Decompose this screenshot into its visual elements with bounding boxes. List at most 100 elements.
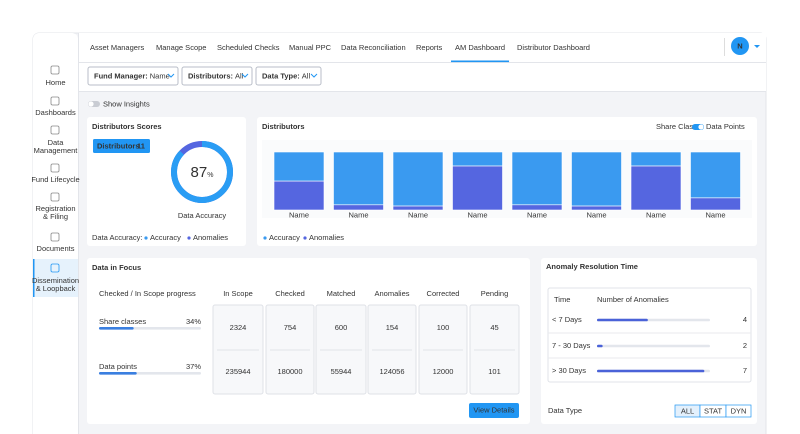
data-type-option[interactable] [725,404,752,418]
sidebar-label[interactable]: Registration [35,204,75,213]
row-count: 4 [743,315,747,324]
column-header: In Scope [223,289,253,298]
progress-value: 37 [186,362,194,371]
nav-tab[interactable]: Asset Managers [90,43,144,52]
chart-title: Distributors [262,122,305,131]
nav-tab[interactable]: Reports [416,43,443,52]
nav-tab[interactable]: Data Reconciliation [341,43,406,52]
legend-label: Anomalies [193,233,228,242]
filter-value: All [235,71,244,80]
sidebar-label[interactable]: Management [34,146,79,155]
sidebar-label[interactable]: Dashboards [35,108,76,117]
avatar[interactable] [731,37,749,55]
view-details-button[interactable] [469,403,519,418]
progress-value: 34 [186,317,194,326]
progress-label: Data points [99,362,137,371]
column-top: 100 [437,323,450,332]
progress-fill [99,372,137,375]
progress-fill [99,327,134,330]
progress-pct: 34% [186,317,201,326]
legend-label: Accuracy [150,233,181,242]
legend-label: Anomalies [309,233,344,242]
sidebar-label[interactable]: Documents [37,244,75,253]
data-type-option-label[interactable]: DYN [731,406,747,415]
sidebar-icon [50,263,60,273]
nav-tab[interactable]: Manual PPC [289,43,332,52]
filter-chevron [241,73,249,78]
avatar-caret [754,45,760,48]
column-header: Anomalies [374,289,409,298]
filter-chevron [310,73,318,78]
bar-segment [333,151,384,206]
avatar-initial: N [737,41,742,50]
bar-segment [571,151,622,207]
bar-segment [690,151,741,199]
data-type-option-label[interactable]: STAT [704,406,722,415]
sidebar-label[interactable]: & Loopback [36,284,76,293]
nav-tab[interactable]: Manage Scope [156,43,206,52]
row-label: < 7 Days [552,315,582,324]
column-bottom: 235944 [225,367,250,376]
bar-segment [392,205,444,211]
bar-segment [630,165,682,211]
top-bar [78,33,766,63]
badge-value: 11 [137,141,145,150]
sidebar-icon [50,192,60,202]
bar-segment [273,180,325,211]
data-type-option-label[interactable]: ALL [681,406,694,415]
badge [93,139,150,153]
nav-tab[interactable]: AM Dashboard [455,43,505,52]
bar-segment [690,197,741,211]
row-track [597,344,710,348]
row-count: 2 [743,341,747,350]
chart-switch-knob [698,124,704,130]
x-tick-label: Name [527,210,547,219]
nav-tab-underline [451,60,510,63]
table-header: Number of Anomalies [597,295,669,304]
sidebar-label[interactable]: Home [45,78,65,87]
filter-text[interactable]: Fund Manager: Name [94,71,170,80]
bar-segment [511,204,563,211]
filter-label: Data Type: [262,71,300,80]
sidebar-label[interactable]: & Filing [43,212,68,221]
bar-segment [273,151,325,182]
filter-text[interactable]: Distributors: All [188,71,244,80]
column-top: 754 [284,323,297,332]
sidebar-label[interactable]: Dissemination [32,276,79,285]
progress-unit: % [194,317,201,326]
sidebar-icon [50,232,60,242]
column-header: Corrected [427,289,460,298]
donut-arc [171,141,233,203]
table-header: Time [554,295,570,304]
view-details-label[interactable]: View Details [473,405,514,414]
filter-dropdown[interactable] [255,66,322,86]
column-bottom: 124056 [379,367,404,376]
x-tick-label: Name [586,210,606,219]
sidebar-icon [50,125,60,135]
filter-dropdown[interactable] [181,66,253,86]
insights-label[interactable]: Show Insights [103,99,150,108]
data-type-label: Data Type [548,406,582,415]
column-top: 45 [490,323,498,332]
bar-segment [452,165,503,211]
column-bottom: 12000 [433,367,454,376]
row-count: 7 [743,366,747,375]
column-header: Pending [481,289,509,298]
sidebar-label[interactable]: Data [48,138,65,147]
donut-label: Data Accuracy [178,211,227,220]
nav-tab[interactable]: Distributor Dashboard [517,43,590,52]
card-title: Data in Focus [92,263,141,272]
sidebar-label[interactable]: Fund Lifecycle [31,175,79,184]
card-title: Distributors Scores [92,122,162,131]
column-bottom: 101 [488,367,501,376]
column-top: 2324 [230,323,247,332]
filter-text[interactable]: Data Type: All [262,71,310,80]
x-tick-label: Name [348,210,368,219]
legend-dot [263,236,267,240]
nav-tab[interactable]: Scheduled Checks [217,43,280,52]
filter-dropdown[interactable] [87,66,179,86]
legend-title: Data Accuracy: [92,233,142,242]
filter-value: Name [150,71,170,80]
sidebar-icon [50,65,60,75]
